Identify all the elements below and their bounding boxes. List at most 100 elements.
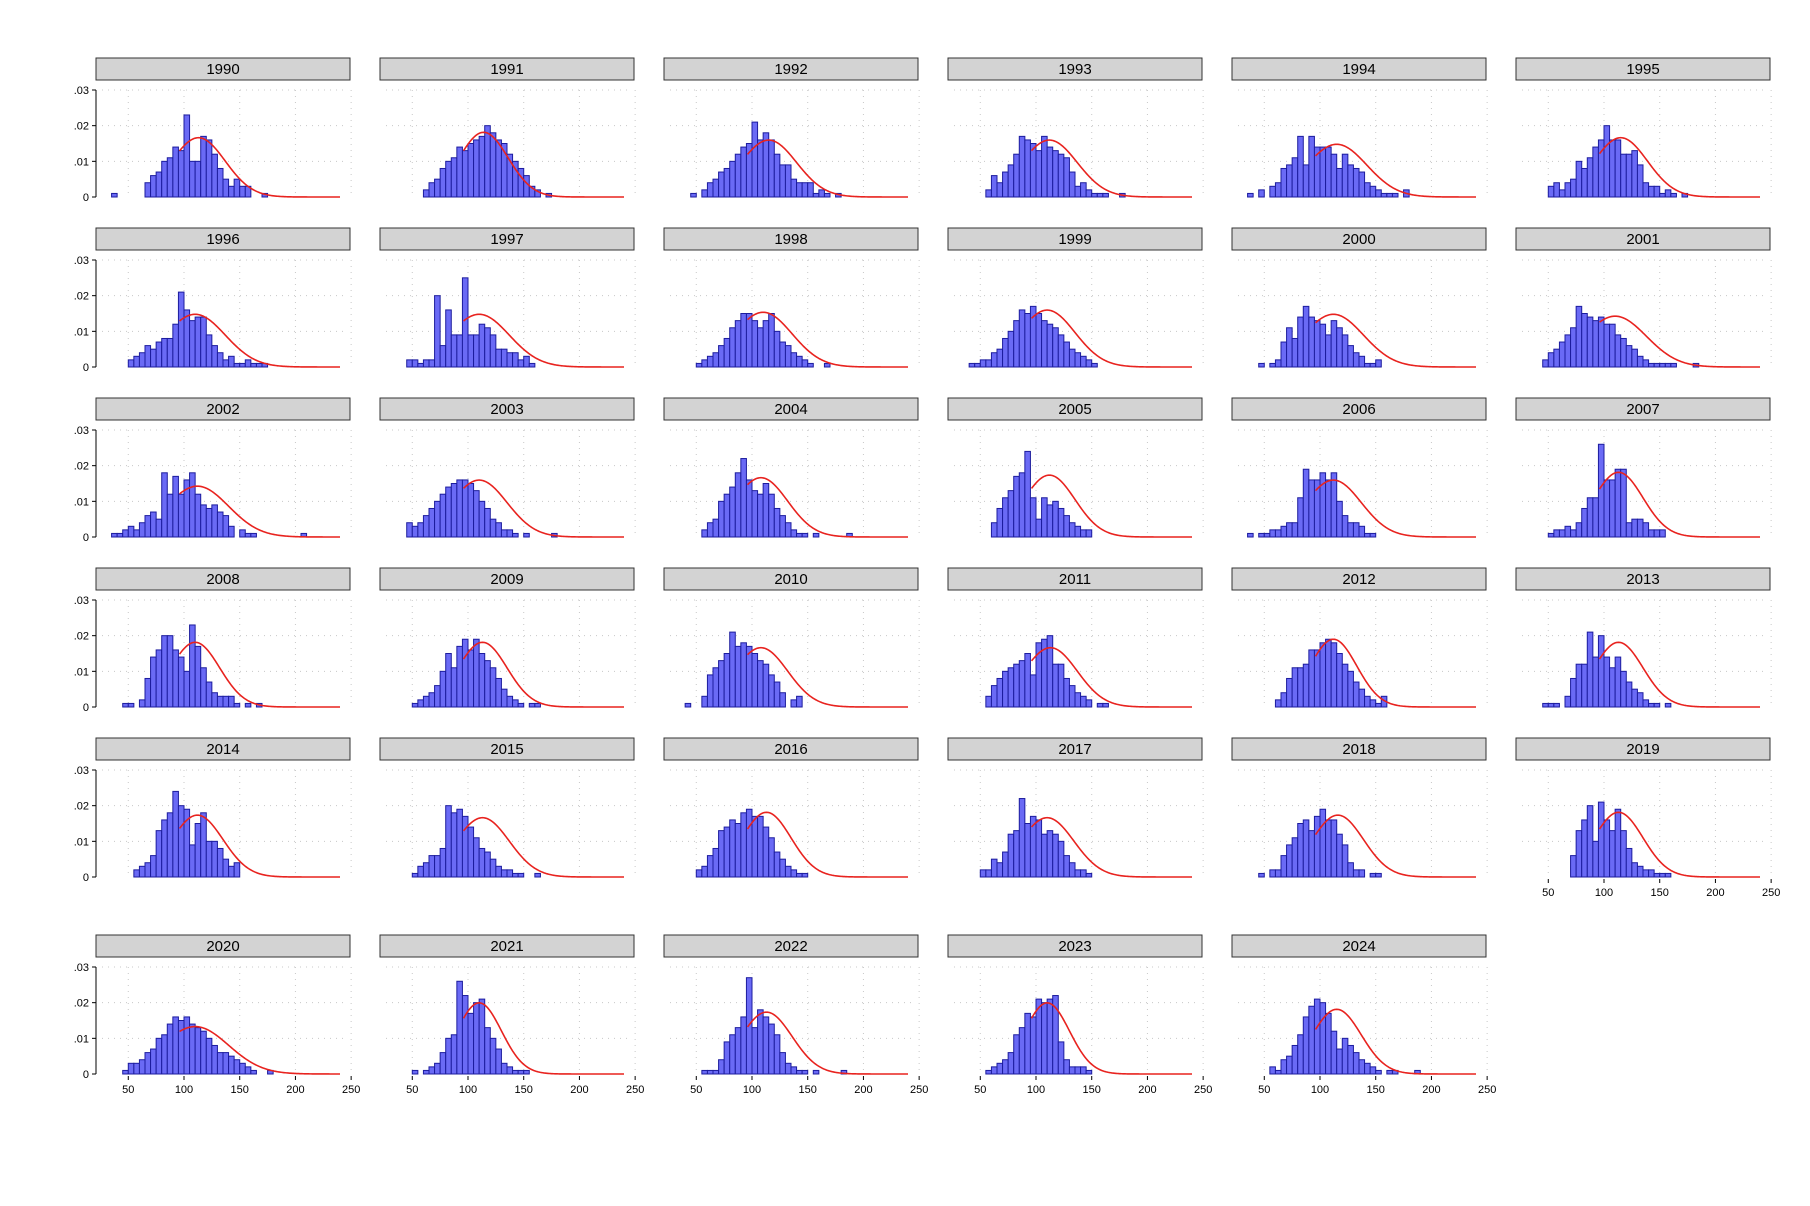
histogram-bar bbox=[1542, 702, 1549, 708]
panel-strip bbox=[663, 934, 919, 958]
histogram-bar bbox=[183, 309, 191, 368]
histogram-bar bbox=[790, 869, 798, 878]
histogram-bar bbox=[1614, 808, 1622, 878]
panel-strip bbox=[663, 57, 919, 81]
histogram-bar bbox=[701, 865, 708, 878]
normal-density-curve bbox=[462, 479, 624, 538]
panel-1990: 1990 0 .01 .02 .03 bbox=[74, 57, 352, 204]
histogram-bar bbox=[1013, 830, 1020, 878]
panel-title: 1994 bbox=[1342, 61, 1375, 78]
histogram-bar bbox=[200, 135, 207, 198]
panel-2021: 2021 50 100 150 200 250 bbox=[379, 934, 644, 1096]
histogram-bar bbox=[439, 345, 447, 368]
histogram-bar bbox=[1347, 164, 1354, 198]
histogram-bar bbox=[1063, 677, 1070, 708]
normal-density-curve bbox=[746, 1011, 908, 1075]
histogram-bar bbox=[434, 500, 441, 538]
histogram-bar bbox=[172, 649, 179, 708]
histogram-bar bbox=[1024, 313, 1031, 368]
histogram-bar bbox=[417, 699, 424, 708]
histogram-bar bbox=[150, 855, 157, 878]
histogram-bar bbox=[990, 352, 998, 368]
panel-strip bbox=[663, 567, 919, 591]
histogram-bar bbox=[244, 359, 252, 368]
normal-density-curve bbox=[746, 139, 908, 198]
histogram-bar bbox=[422, 515, 430, 538]
normal-density-curve bbox=[1598, 811, 1760, 878]
histogram-bar bbox=[784, 865, 792, 878]
y-tick-label: .01 bbox=[74, 836, 89, 848]
histogram-bar bbox=[1280, 341, 1288, 368]
histogram-bar bbox=[1308, 479, 1315, 538]
histogram-bar bbox=[796, 695, 803, 708]
histogram-bar bbox=[484, 125, 491, 198]
panel-2003: 2003 bbox=[379, 397, 636, 538]
histogram-bar bbox=[1653, 872, 1661, 878]
histogram-bar bbox=[757, 493, 764, 538]
histogram-bar bbox=[745, 479, 753, 538]
histogram-bar bbox=[172, 475, 179, 538]
histogram-bar bbox=[434, 295, 441, 368]
histogram-bar bbox=[1007, 330, 1015, 368]
histogram-bar bbox=[205, 840, 213, 878]
histogram-bar bbox=[194, 645, 202, 708]
histogram-bar bbox=[712, 1069, 720, 1075]
histogram-bar bbox=[1274, 1069, 1282, 1075]
panel-strip bbox=[379, 737, 635, 761]
histogram-bar bbox=[734, 320, 742, 368]
histogram-bar bbox=[990, 858, 998, 878]
histogram-bar bbox=[773, 153, 781, 198]
histogram-bar bbox=[1074, 525, 1082, 538]
histogram-bar bbox=[1336, 833, 1343, 878]
histogram-bar bbox=[1369, 362, 1377, 368]
x-tick-label: 100 bbox=[175, 1084, 193, 1096]
normal-density-curve bbox=[1030, 1002, 1192, 1075]
histogram-bar bbox=[1670, 362, 1677, 368]
histogram-bar bbox=[1057, 663, 1065, 708]
normal-density-curve bbox=[1599, 315, 1760, 368]
histogram-bar bbox=[812, 1069, 820, 1075]
histogram-bar bbox=[1609, 830, 1616, 878]
histogram-bar bbox=[1620, 830, 1627, 878]
histogram-bar bbox=[450, 1034, 458, 1075]
histogram-bar bbox=[172, 323, 179, 368]
histogram-bar bbox=[150, 175, 157, 198]
y-tick-label: 0 bbox=[83, 1069, 89, 1081]
histogram-bar bbox=[1586, 316, 1594, 368]
histogram-bar bbox=[166, 1023, 174, 1075]
histogram-bar bbox=[996, 862, 1004, 878]
histogram-bar bbox=[1341, 334, 1349, 368]
panel-title: 2018 bbox=[1342, 741, 1375, 758]
histogram-bar bbox=[779, 515, 786, 538]
histogram-bar bbox=[701, 189, 708, 198]
x-tick-label: 150 bbox=[515, 1084, 533, 1096]
histogram-bar bbox=[1592, 656, 1599, 708]
normal-density-curve bbox=[1598, 471, 1760, 538]
panel-title: 2014 bbox=[206, 741, 239, 758]
normal-density-curve bbox=[1314, 638, 1476, 708]
histogram-bar bbox=[144, 345, 152, 368]
histogram-bar bbox=[155, 171, 163, 198]
histogram-bar bbox=[1080, 529, 1087, 538]
panel-2011: 2011 bbox=[947, 567, 1204, 708]
histogram-bar bbox=[177, 150, 185, 198]
histogram-bar bbox=[1609, 139, 1616, 198]
histogram-bar bbox=[428, 1066, 436, 1075]
histogram-bar bbox=[1575, 522, 1583, 538]
histogram-bar bbox=[161, 472, 168, 538]
histogram-bar bbox=[411, 702, 419, 708]
histogram-bar bbox=[1007, 833, 1015, 878]
histogram-bar bbox=[116, 532, 124, 538]
histogram-bar bbox=[1369, 1066, 1377, 1075]
histogram-bar bbox=[127, 525, 135, 538]
histogram-bar bbox=[222, 359, 230, 368]
histogram-bar bbox=[996, 677, 1004, 708]
histogram-bar bbox=[1269, 362, 1276, 368]
histogram-bar bbox=[1347, 1044, 1354, 1075]
x-tick-label: 100 bbox=[1595, 887, 1613, 899]
histogram-bar bbox=[784, 164, 792, 198]
histogram-bar bbox=[456, 146, 463, 198]
histogram-bar bbox=[1085, 1069, 1093, 1075]
histogram-bar bbox=[1325, 146, 1332, 198]
histogram-bar bbox=[484, 327, 491, 368]
